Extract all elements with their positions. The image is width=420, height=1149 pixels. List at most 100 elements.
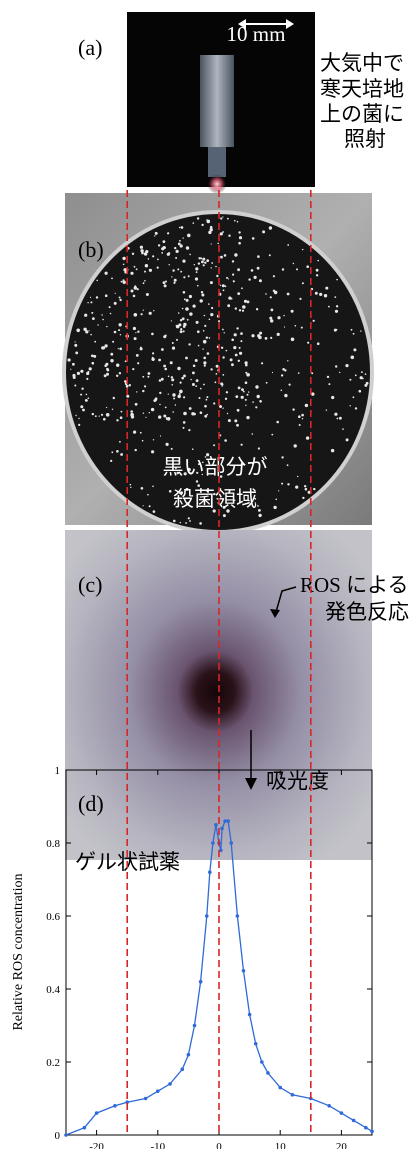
colony (269, 254, 271, 256)
x-tick-label: 20 (336, 1141, 348, 1149)
colony (365, 373, 367, 375)
data-point (180, 1068, 184, 1072)
colony (245, 372, 247, 374)
colony (133, 431, 136, 434)
colony (334, 413, 337, 416)
colony (121, 281, 123, 283)
colony (185, 357, 188, 360)
colony (319, 293, 322, 296)
colony (346, 438, 349, 441)
colony (228, 419, 231, 422)
colony (237, 268, 240, 271)
colony (238, 242, 241, 245)
colony (216, 275, 218, 277)
y-tick-label: 0 (55, 1130, 61, 1142)
data-point (208, 870, 212, 874)
colony (171, 376, 173, 378)
colony (192, 383, 195, 386)
figure: 10 mm (a) 大気中で 寒天培地 上の菌に 照射 (b) 黒い部分が 殺菌… (0, 0, 420, 1149)
colony (158, 415, 161, 418)
colony (172, 342, 174, 344)
data-point (168, 1082, 172, 1086)
colony (189, 312, 192, 315)
colony (151, 333, 154, 336)
data-point (220, 827, 224, 831)
y-tick-label: 0.4 (46, 984, 60, 996)
colony (328, 306, 330, 308)
colony (165, 335, 167, 337)
colony (149, 505, 151, 507)
colony (148, 372, 151, 375)
colony (72, 363, 75, 366)
colony (218, 320, 220, 322)
colony (126, 395, 129, 398)
colony (124, 380, 127, 383)
colony (104, 374, 107, 377)
colony (163, 240, 166, 243)
colony (134, 337, 137, 340)
colony (110, 353, 113, 356)
colony (240, 332, 243, 335)
colony (245, 405, 246, 406)
colony (203, 264, 205, 266)
colony (220, 382, 223, 385)
colony (301, 414, 304, 417)
colony (167, 232, 169, 234)
colony (302, 249, 303, 250)
colony (235, 354, 238, 357)
colony (258, 514, 261, 517)
colony (203, 330, 205, 332)
colony (360, 376, 363, 379)
colony (172, 269, 174, 271)
colony (206, 259, 209, 262)
colony (186, 246, 189, 249)
colony (194, 264, 195, 265)
colony (183, 396, 185, 398)
colony (198, 262, 200, 264)
colony (174, 279, 177, 282)
colony (200, 411, 203, 414)
colony (175, 404, 176, 405)
colony (206, 396, 208, 398)
colony (269, 227, 271, 229)
data-point (291, 1093, 295, 1097)
colony (204, 405, 207, 408)
colony (353, 348, 356, 351)
colony (68, 358, 71, 361)
colony (316, 269, 319, 272)
colony (177, 268, 179, 270)
colony (234, 419, 237, 422)
colony (189, 254, 191, 256)
colony (237, 221, 239, 223)
data-point (364, 1126, 368, 1130)
colony (177, 367, 180, 370)
colony (224, 439, 227, 442)
colony (226, 391, 228, 393)
colony (154, 235, 155, 236)
colony (298, 372, 300, 374)
colony (161, 348, 164, 351)
colony (90, 301, 92, 303)
colony (97, 324, 98, 325)
colony (112, 409, 113, 410)
colony (120, 416, 123, 419)
colony (270, 296, 272, 298)
colony (277, 316, 280, 319)
colony (96, 296, 98, 298)
panel-label: (b) (78, 237, 104, 262)
colony (154, 398, 157, 401)
colony (306, 436, 309, 439)
data-point (64, 1133, 68, 1137)
dish (66, 214, 370, 530)
colony (334, 296, 336, 298)
colony (161, 378, 164, 381)
colony (171, 378, 174, 381)
colony (231, 339, 234, 342)
colony (257, 505, 259, 507)
colony (90, 334, 92, 336)
colony (183, 412, 187, 416)
colony (188, 517, 190, 519)
colony (125, 360, 127, 362)
colony (183, 330, 185, 332)
data-point (254, 1042, 258, 1046)
